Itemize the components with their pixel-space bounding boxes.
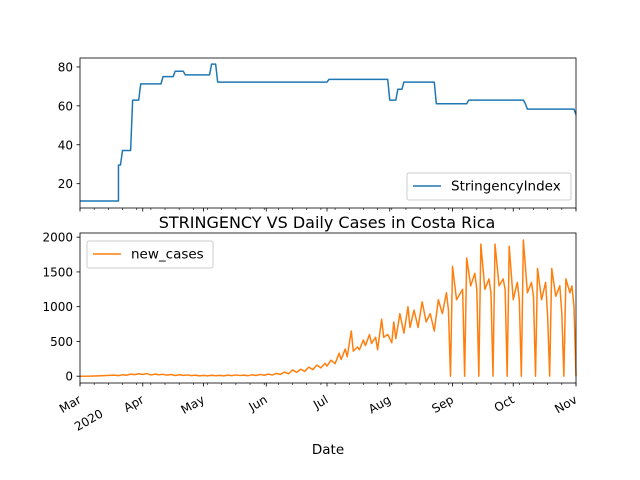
cases-legend-label: new_cases xyxy=(131,247,204,263)
x-axis-label: Date xyxy=(312,442,344,458)
stringency-legend: StringencyIndex xyxy=(406,172,572,201)
cases-series-line xyxy=(79,239,577,377)
stringency-panel: 20 40 60 80 StringencyIndex xyxy=(58,57,577,212)
cases-axes-frame xyxy=(79,232,577,384)
cases-y-tick-label: 500 xyxy=(50,335,73,349)
stringency-y-tick-label: 80 xyxy=(58,60,73,74)
chart-title: STRINGENCY VS Daily Cases in Costa Rica xyxy=(159,213,496,232)
cases-x-tick-label: Apr xyxy=(121,392,146,415)
stringency-series-line xyxy=(80,63,577,202)
cases-y-tick-label: 1000 xyxy=(42,300,73,314)
cases-x-tick-label: Aug xyxy=(366,392,393,416)
cases-y-tick-label: 0 xyxy=(65,370,73,384)
cases-x-tick-label: May xyxy=(179,392,207,417)
stringency-y-tick-label: 20 xyxy=(58,177,73,191)
cases-x-tick-label: Oct xyxy=(492,392,517,415)
cases-y-tick-label: 1500 xyxy=(42,265,73,279)
stringency-y-tick-label: 40 xyxy=(58,138,73,152)
stringency-legend-label: StringencyIndex xyxy=(451,179,561,195)
stringency-series-layer xyxy=(80,63,577,202)
cases-x-tick-label: Sep xyxy=(429,392,456,415)
cases-x-tick-label: Jul xyxy=(310,392,330,412)
cases-x-tick-label: Jun xyxy=(246,392,270,414)
cases-y-tick-label: 2000 xyxy=(42,231,73,245)
cases-legend-box xyxy=(86,240,214,269)
cases-legend: new_cases xyxy=(86,240,214,269)
cases-x-tick-label: Nov xyxy=(552,392,579,416)
stringency-axes: 20 40 60 80 xyxy=(58,57,577,212)
stringency-y-tick-label: 60 xyxy=(58,99,73,113)
cases-series-layer xyxy=(79,239,577,377)
cases-x-tick-label: Mar xyxy=(57,392,84,415)
cases-x-tick-sublabel: 2020 xyxy=(72,406,105,433)
stringency-axes-frame xyxy=(79,57,577,209)
stringency-legend-box xyxy=(406,172,572,201)
